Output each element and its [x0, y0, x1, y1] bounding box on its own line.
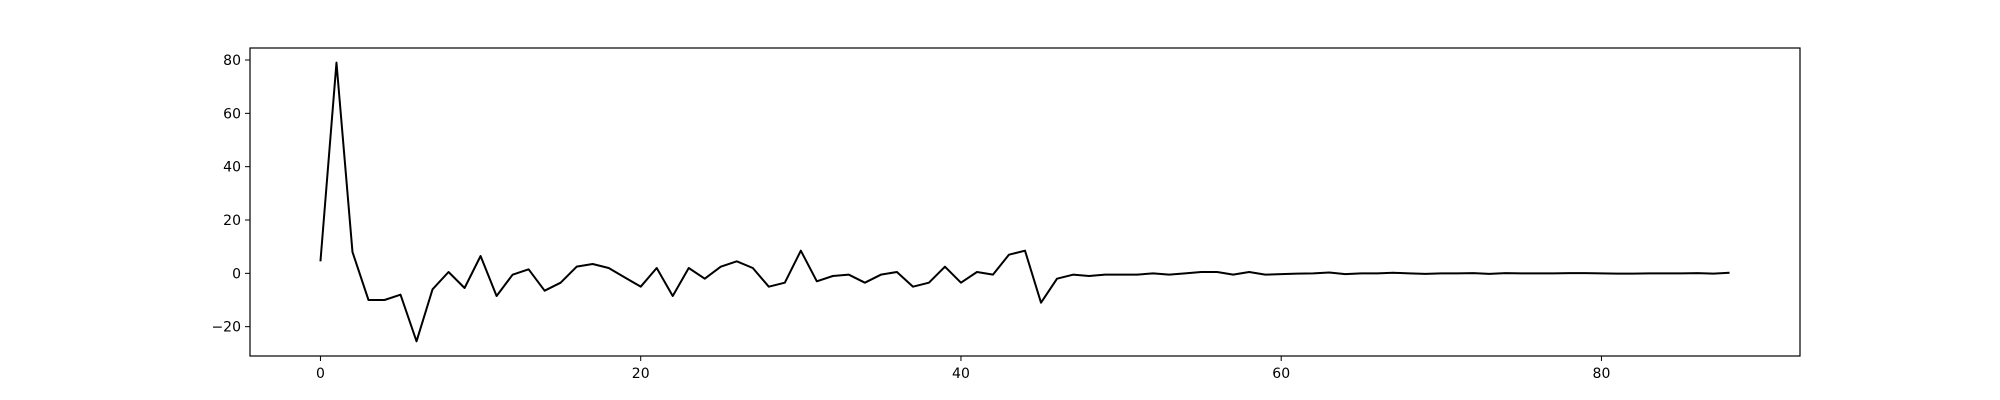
series-line-0 — [319, 61, 1730, 343]
x-tick-label: 20 — [632, 366, 650, 382]
x-tick-label: 0 — [316, 366, 325, 382]
x-tick-label: 80 — [1593, 366, 1611, 382]
y-tick-label: 60 — [223, 106, 241, 122]
axes-frame — [249, 47, 1801, 357]
y-tick-label: 80 — [223, 53, 241, 69]
y-tick-label: 40 — [223, 160, 241, 176]
x-tick-label: 60 — [1272, 366, 1290, 382]
plot-area — [319, 61, 1730, 343]
y-axis: −20 0 20 40 60 80 — [211, 53, 250, 336]
y-tick-label: 0 — [232, 266, 241, 282]
y-tick-label: −20 — [211, 320, 241, 336]
x-axis: 0 20 40 60 80 — [316, 356, 1610, 382]
x-tick-label: 40 — [952, 366, 970, 382]
y-tick-label: 20 — [223, 213, 241, 229]
